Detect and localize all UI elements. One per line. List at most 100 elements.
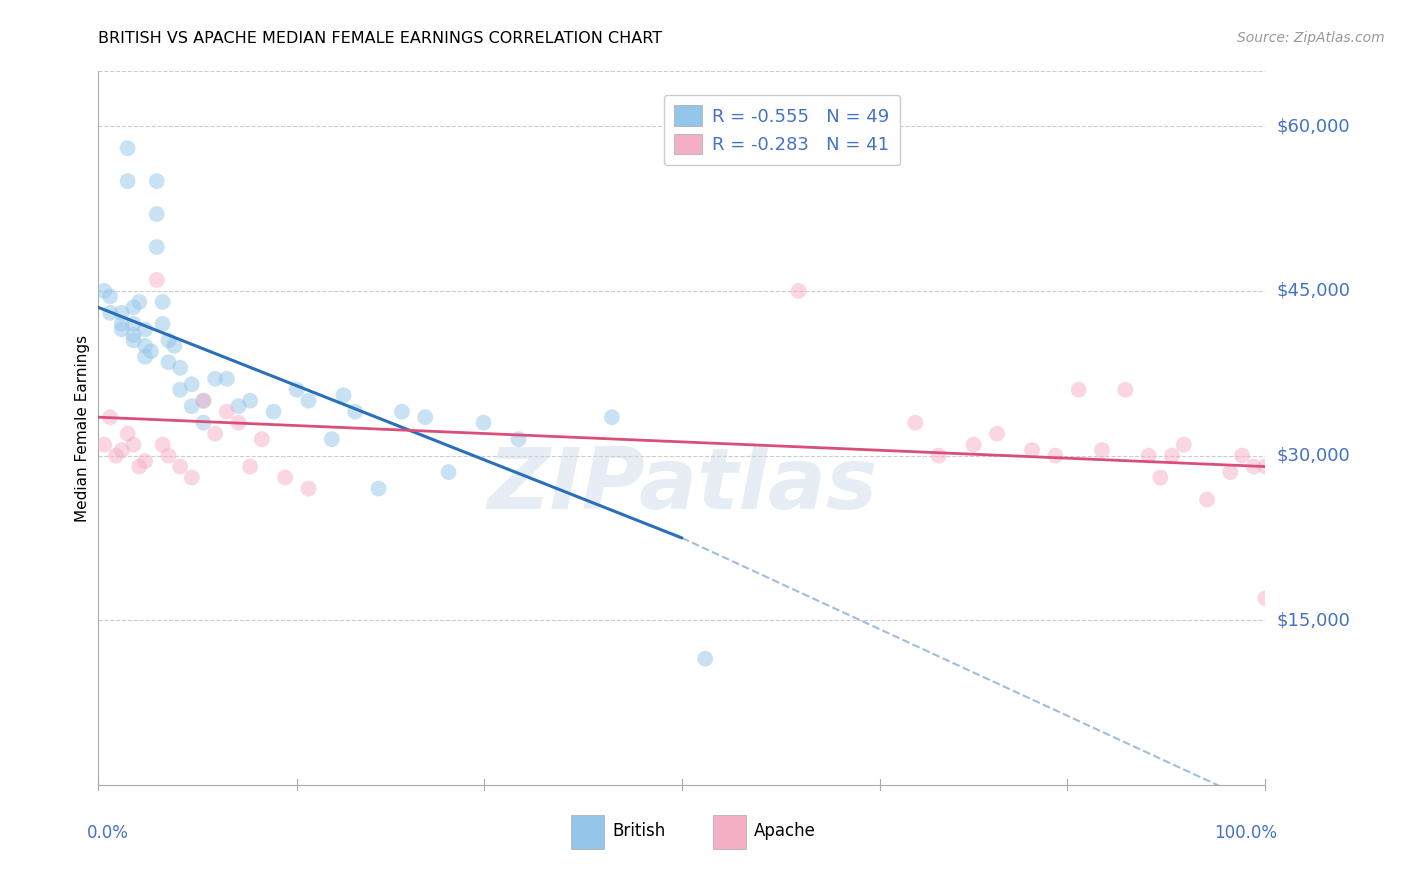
Point [117, 426, 139, 441]
Point [134, 339, 156, 353]
Point [104, 449, 127, 463]
Point [146, 273, 169, 287]
Point [146, 174, 169, 188]
Point [228, 416, 250, 430]
Text: 0.0%: 0.0% [87, 824, 128, 842]
Point [157, 355, 180, 369]
Point [1114, 383, 1136, 397]
Point [1067, 383, 1090, 397]
Text: Source: ZipAtlas.com: Source: ZipAtlas.com [1237, 31, 1385, 45]
Point [1254, 459, 1277, 474]
Point [193, 393, 215, 408]
Text: Apache: Apache [754, 822, 815, 840]
Point [122, 437, 145, 451]
Point [239, 459, 262, 474]
Point [146, 240, 169, 254]
Text: British: British [612, 822, 665, 840]
Point [1230, 449, 1253, 463]
Point [1195, 492, 1218, 507]
Point [928, 449, 950, 463]
Point [163, 339, 186, 353]
Point [204, 426, 226, 441]
Point [122, 301, 145, 315]
FancyBboxPatch shape [713, 815, 747, 849]
Point [134, 350, 156, 364]
Point [413, 410, 436, 425]
Point [250, 432, 273, 446]
Point [472, 416, 495, 430]
Point [344, 405, 367, 419]
Point [332, 388, 354, 402]
Point [297, 393, 319, 408]
Point [508, 432, 530, 446]
Point [98, 410, 121, 425]
Point [1161, 449, 1184, 463]
Point [134, 454, 156, 468]
Point [134, 322, 156, 336]
Point [98, 306, 121, 320]
FancyBboxPatch shape [571, 815, 603, 849]
Point [695, 651, 717, 665]
Point [111, 306, 134, 320]
Point [111, 322, 134, 336]
Point [1149, 470, 1171, 484]
Point [193, 393, 215, 408]
Point [111, 443, 134, 458]
Point [1219, 465, 1241, 479]
Point [262, 405, 284, 419]
Point [204, 372, 226, 386]
Point [122, 317, 145, 331]
Point [180, 377, 202, 392]
Text: $60,000: $60,000 [1277, 117, 1350, 136]
Text: $45,000: $45,000 [1277, 282, 1351, 300]
Point [321, 432, 343, 446]
Point [367, 482, 389, 496]
Point [228, 399, 250, 413]
Point [239, 393, 262, 408]
Point [437, 465, 460, 479]
Point [122, 334, 145, 348]
Point [1243, 459, 1265, 474]
Point [180, 470, 202, 484]
Point [391, 405, 413, 419]
Point [600, 410, 623, 425]
Point [1091, 443, 1114, 458]
Point [169, 383, 191, 397]
Point [152, 317, 174, 331]
Text: ZIPatlas: ZIPatlas [486, 443, 877, 527]
Point [215, 405, 238, 419]
Point [193, 416, 215, 430]
Point [986, 426, 1008, 441]
Point [146, 207, 169, 221]
Point [117, 141, 139, 155]
Point [139, 344, 162, 359]
Text: $30,000: $30,000 [1277, 447, 1350, 465]
Point [1137, 449, 1160, 463]
Point [169, 459, 191, 474]
Point [152, 437, 174, 451]
Point [180, 399, 202, 413]
Point [93, 284, 115, 298]
Point [962, 437, 984, 451]
Point [93, 437, 115, 451]
Point [128, 459, 150, 474]
Point [1173, 437, 1195, 451]
Text: BRITISH VS APACHE MEDIAN FEMALE EARNINGS CORRELATION CHART: BRITISH VS APACHE MEDIAN FEMALE EARNINGS… [98, 31, 662, 46]
Point [904, 416, 927, 430]
Point [1045, 449, 1067, 463]
Point [297, 482, 319, 496]
Point [215, 372, 238, 386]
Point [169, 360, 191, 375]
Text: 100.0%: 100.0% [1213, 824, 1277, 842]
Point [1021, 443, 1043, 458]
Y-axis label: Median Female Earnings: Median Female Earnings [75, 334, 90, 522]
Point [98, 289, 121, 303]
Point [1254, 591, 1277, 606]
Point [122, 327, 145, 342]
Point [787, 284, 810, 298]
Point [285, 383, 308, 397]
Text: $15,000: $15,000 [1277, 611, 1350, 629]
Legend: R = -0.555   N = 49, R = -0.283   N = 41: R = -0.555 N = 49, R = -0.283 N = 41 [664, 95, 900, 165]
Point [111, 317, 134, 331]
Point [128, 294, 150, 309]
